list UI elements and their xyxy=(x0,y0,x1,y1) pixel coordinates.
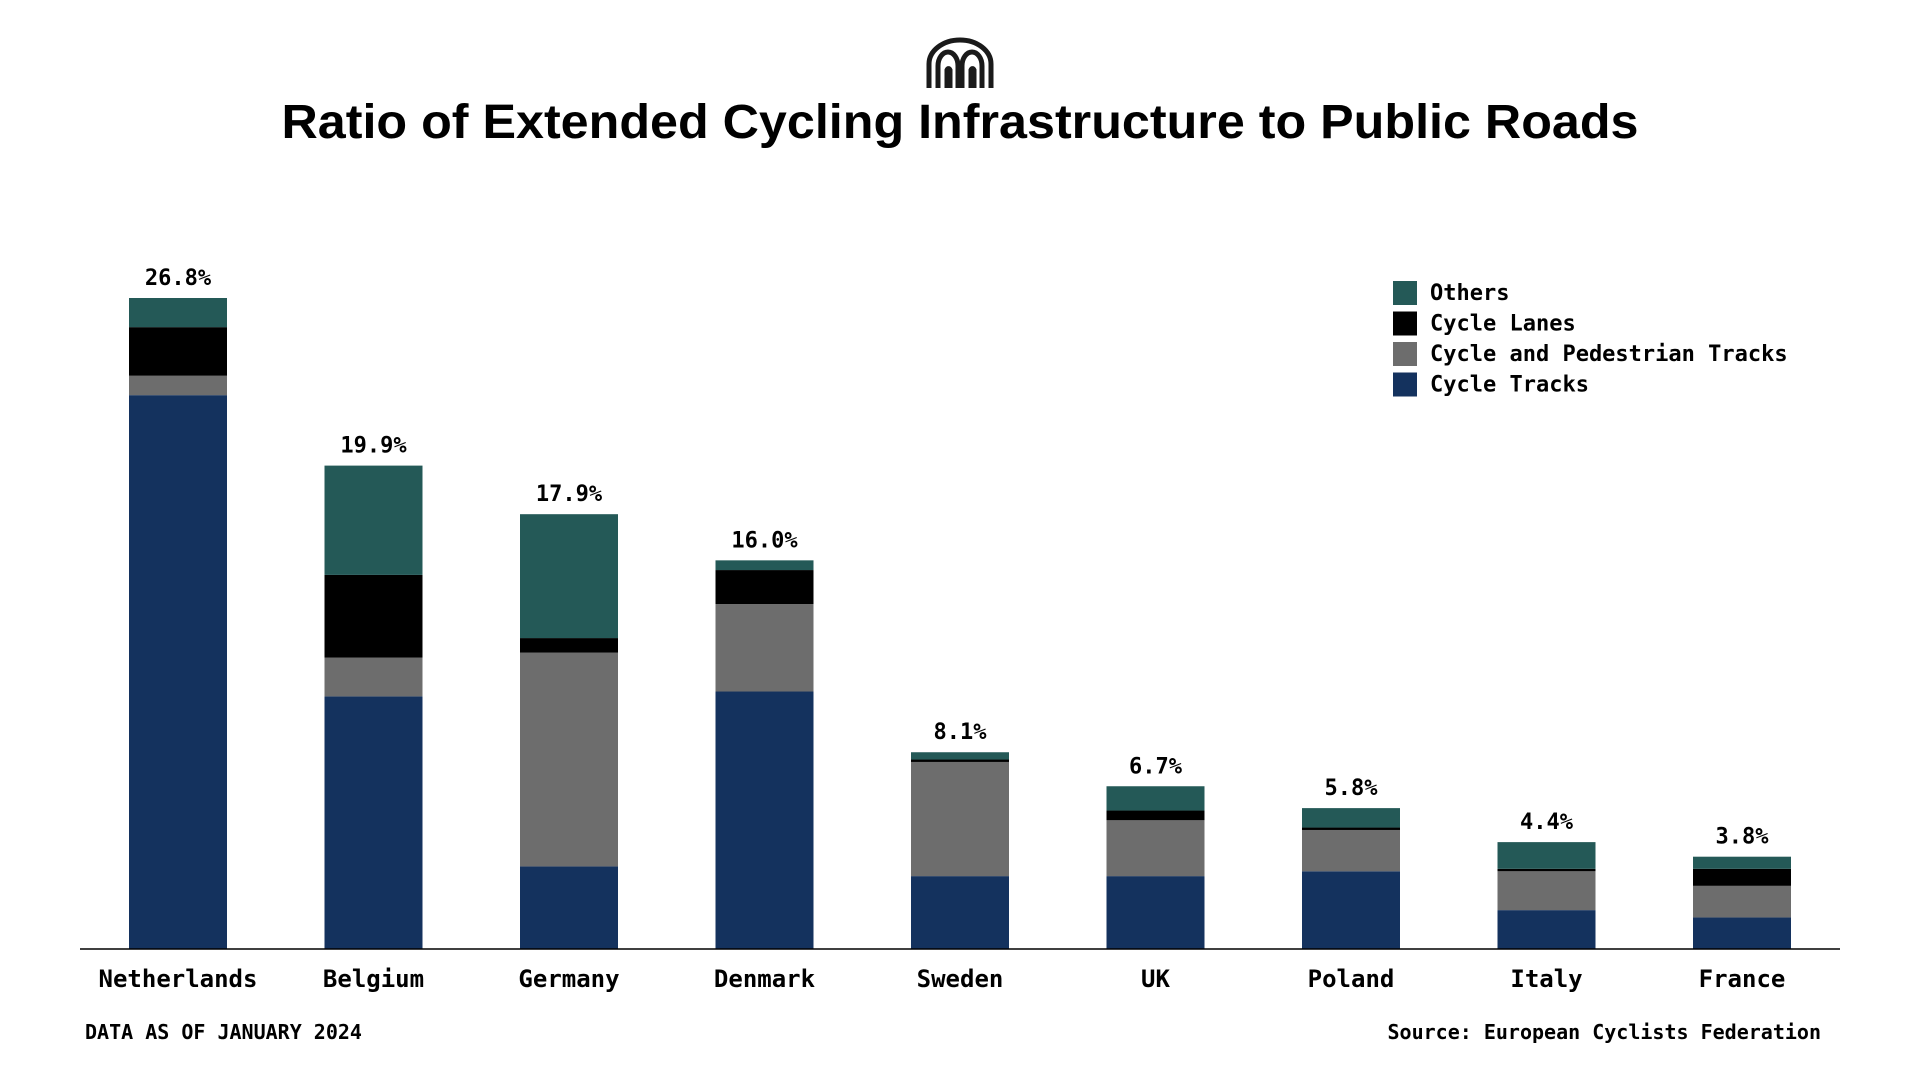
x-tick-label: Sweden xyxy=(917,965,1004,993)
bar-segment-others xyxy=(520,514,618,639)
legend-label: Cycle Lanes xyxy=(1430,312,1576,337)
bar-segment-cycle-lanes xyxy=(324,574,423,658)
legend-item: Cycle Lanes xyxy=(1393,311,1576,337)
x-tick-label: Germany xyxy=(518,965,619,993)
bars-group xyxy=(129,298,1791,949)
bar-segment-cycle-pedestrian xyxy=(1693,885,1791,918)
legend-label: Others xyxy=(1430,281,1509,306)
x-tick-label: Poland xyxy=(1308,965,1395,993)
value-label: 5.8% xyxy=(1325,776,1379,801)
bar-segment-cycle-pedestrian xyxy=(911,761,1009,877)
bar-segment-cycle-pedestrian xyxy=(520,652,618,867)
x-tick-label: France xyxy=(1699,965,1786,993)
legend-item: Others xyxy=(1393,281,1509,306)
legend-label: Cycle and Pedestrian Tracks xyxy=(1430,342,1788,367)
category-labels-group: Netherlands Belgium Germany Denmark Sweden UK… xyxy=(99,965,1786,993)
value-label: 17.9% xyxy=(536,482,603,507)
bar-segment-others xyxy=(715,560,814,571)
value-label: 19.9% xyxy=(340,434,407,459)
bar-segment-cycle-lanes xyxy=(715,570,814,605)
value-label: 26.8% xyxy=(145,266,212,291)
x-tick-label: Belgium xyxy=(323,965,424,993)
bar-stack-belgium xyxy=(324,465,423,949)
legend-swatch xyxy=(1393,342,1417,366)
bar-stack-sweden xyxy=(911,752,1009,949)
brand-logo-icon xyxy=(926,37,994,88)
bar-stack-poland xyxy=(1302,808,1400,949)
x-tick-label: Denmark xyxy=(714,965,816,993)
bar-segment-cycle-lanes xyxy=(129,327,227,376)
bar-stack-netherlands xyxy=(129,298,227,949)
legend-item: Cycle Tracks xyxy=(1393,372,1589,398)
value-label: 16.0% xyxy=(731,528,798,553)
bar-segment-cycle-tracks xyxy=(1497,910,1596,949)
bar-segment-cycle-lanes xyxy=(520,638,618,653)
legend-item: Cycle and Pedestrian Tracks xyxy=(1393,342,1788,367)
bar-segment-cycle-tracks xyxy=(129,395,227,949)
bar-stack-denmark xyxy=(715,560,814,949)
value-label: 3.8% xyxy=(1716,825,1770,850)
bar-segment-cycle-tracks xyxy=(1106,876,1205,949)
legend-label: Cycle Tracks xyxy=(1430,373,1589,398)
bar-segment-cycle-lanes xyxy=(1497,868,1596,872)
bar-segment-others xyxy=(129,298,227,328)
bar-segment-others xyxy=(1497,842,1596,869)
bar-segment-cycle-tracks xyxy=(520,866,618,949)
legend: Others Cycle Lanes Cycle and Pedestrian Tr… xyxy=(1393,281,1788,398)
value-label: 8.1% xyxy=(934,720,988,745)
bar-segment-cycle-tracks xyxy=(324,696,423,949)
bar-segment-cycle-tracks xyxy=(715,691,814,949)
bar-segment-others xyxy=(324,465,423,575)
bar-segment-cycle-tracks xyxy=(1693,917,1791,949)
x-tick-label: UK xyxy=(1141,965,1170,993)
bar-segment-cycle-lanes xyxy=(1302,827,1400,830)
bar-stack-uk xyxy=(1106,786,1205,949)
bar-stack-italy xyxy=(1497,842,1596,949)
value-label: 4.4% xyxy=(1520,810,1574,835)
x-tick-label: Italy xyxy=(1510,965,1582,993)
bar-segment-cycle-lanes xyxy=(1106,810,1205,821)
footer-data-date: DATA AS OF JANUARY 2024 xyxy=(85,1020,362,1044)
value-label: 6.7% xyxy=(1129,754,1183,779)
bar-segment-cycle-pedestrian xyxy=(715,604,814,692)
bar-stack-germany xyxy=(520,514,618,949)
x-tick-label: Netherlands xyxy=(99,965,258,993)
bar-segment-cycle-pedestrian xyxy=(1302,829,1400,872)
bar-segment-cycle-pedestrian xyxy=(324,657,423,697)
bar-segment-others xyxy=(1302,808,1400,828)
bar-segment-cycle-tracks xyxy=(911,876,1009,949)
legend-swatch xyxy=(1393,281,1417,305)
bar-segment-cycle-tracks xyxy=(1302,871,1400,949)
bar-segment-cycle-pedestrian xyxy=(129,375,227,396)
bar-segment-cycle-lanes xyxy=(1693,868,1791,886)
legend-swatch xyxy=(1393,372,1417,397)
bar-segment-cycle-pedestrian xyxy=(1106,820,1205,877)
footer-source: Source: European Cyclists Federation xyxy=(1388,1020,1821,1044)
bar-stack-france xyxy=(1693,856,1791,949)
value-labels-group: 26.8% 19.9% 17.9% 16.0% 8.1% 6.7% 5.8% 4.4% 3.8% xyxy=(145,266,1769,850)
bar-segment-cycle-pedestrian xyxy=(1497,871,1596,911)
bar-segment-cycle-lanes xyxy=(911,759,1009,762)
bar-segment-others xyxy=(1693,856,1791,869)
bar-segment-others xyxy=(1106,786,1205,811)
legend-swatch xyxy=(1393,311,1417,336)
chart-title: Ratio of Extended Cycling Infrastructure… xyxy=(282,96,1639,149)
bar-segment-others xyxy=(911,752,1009,760)
